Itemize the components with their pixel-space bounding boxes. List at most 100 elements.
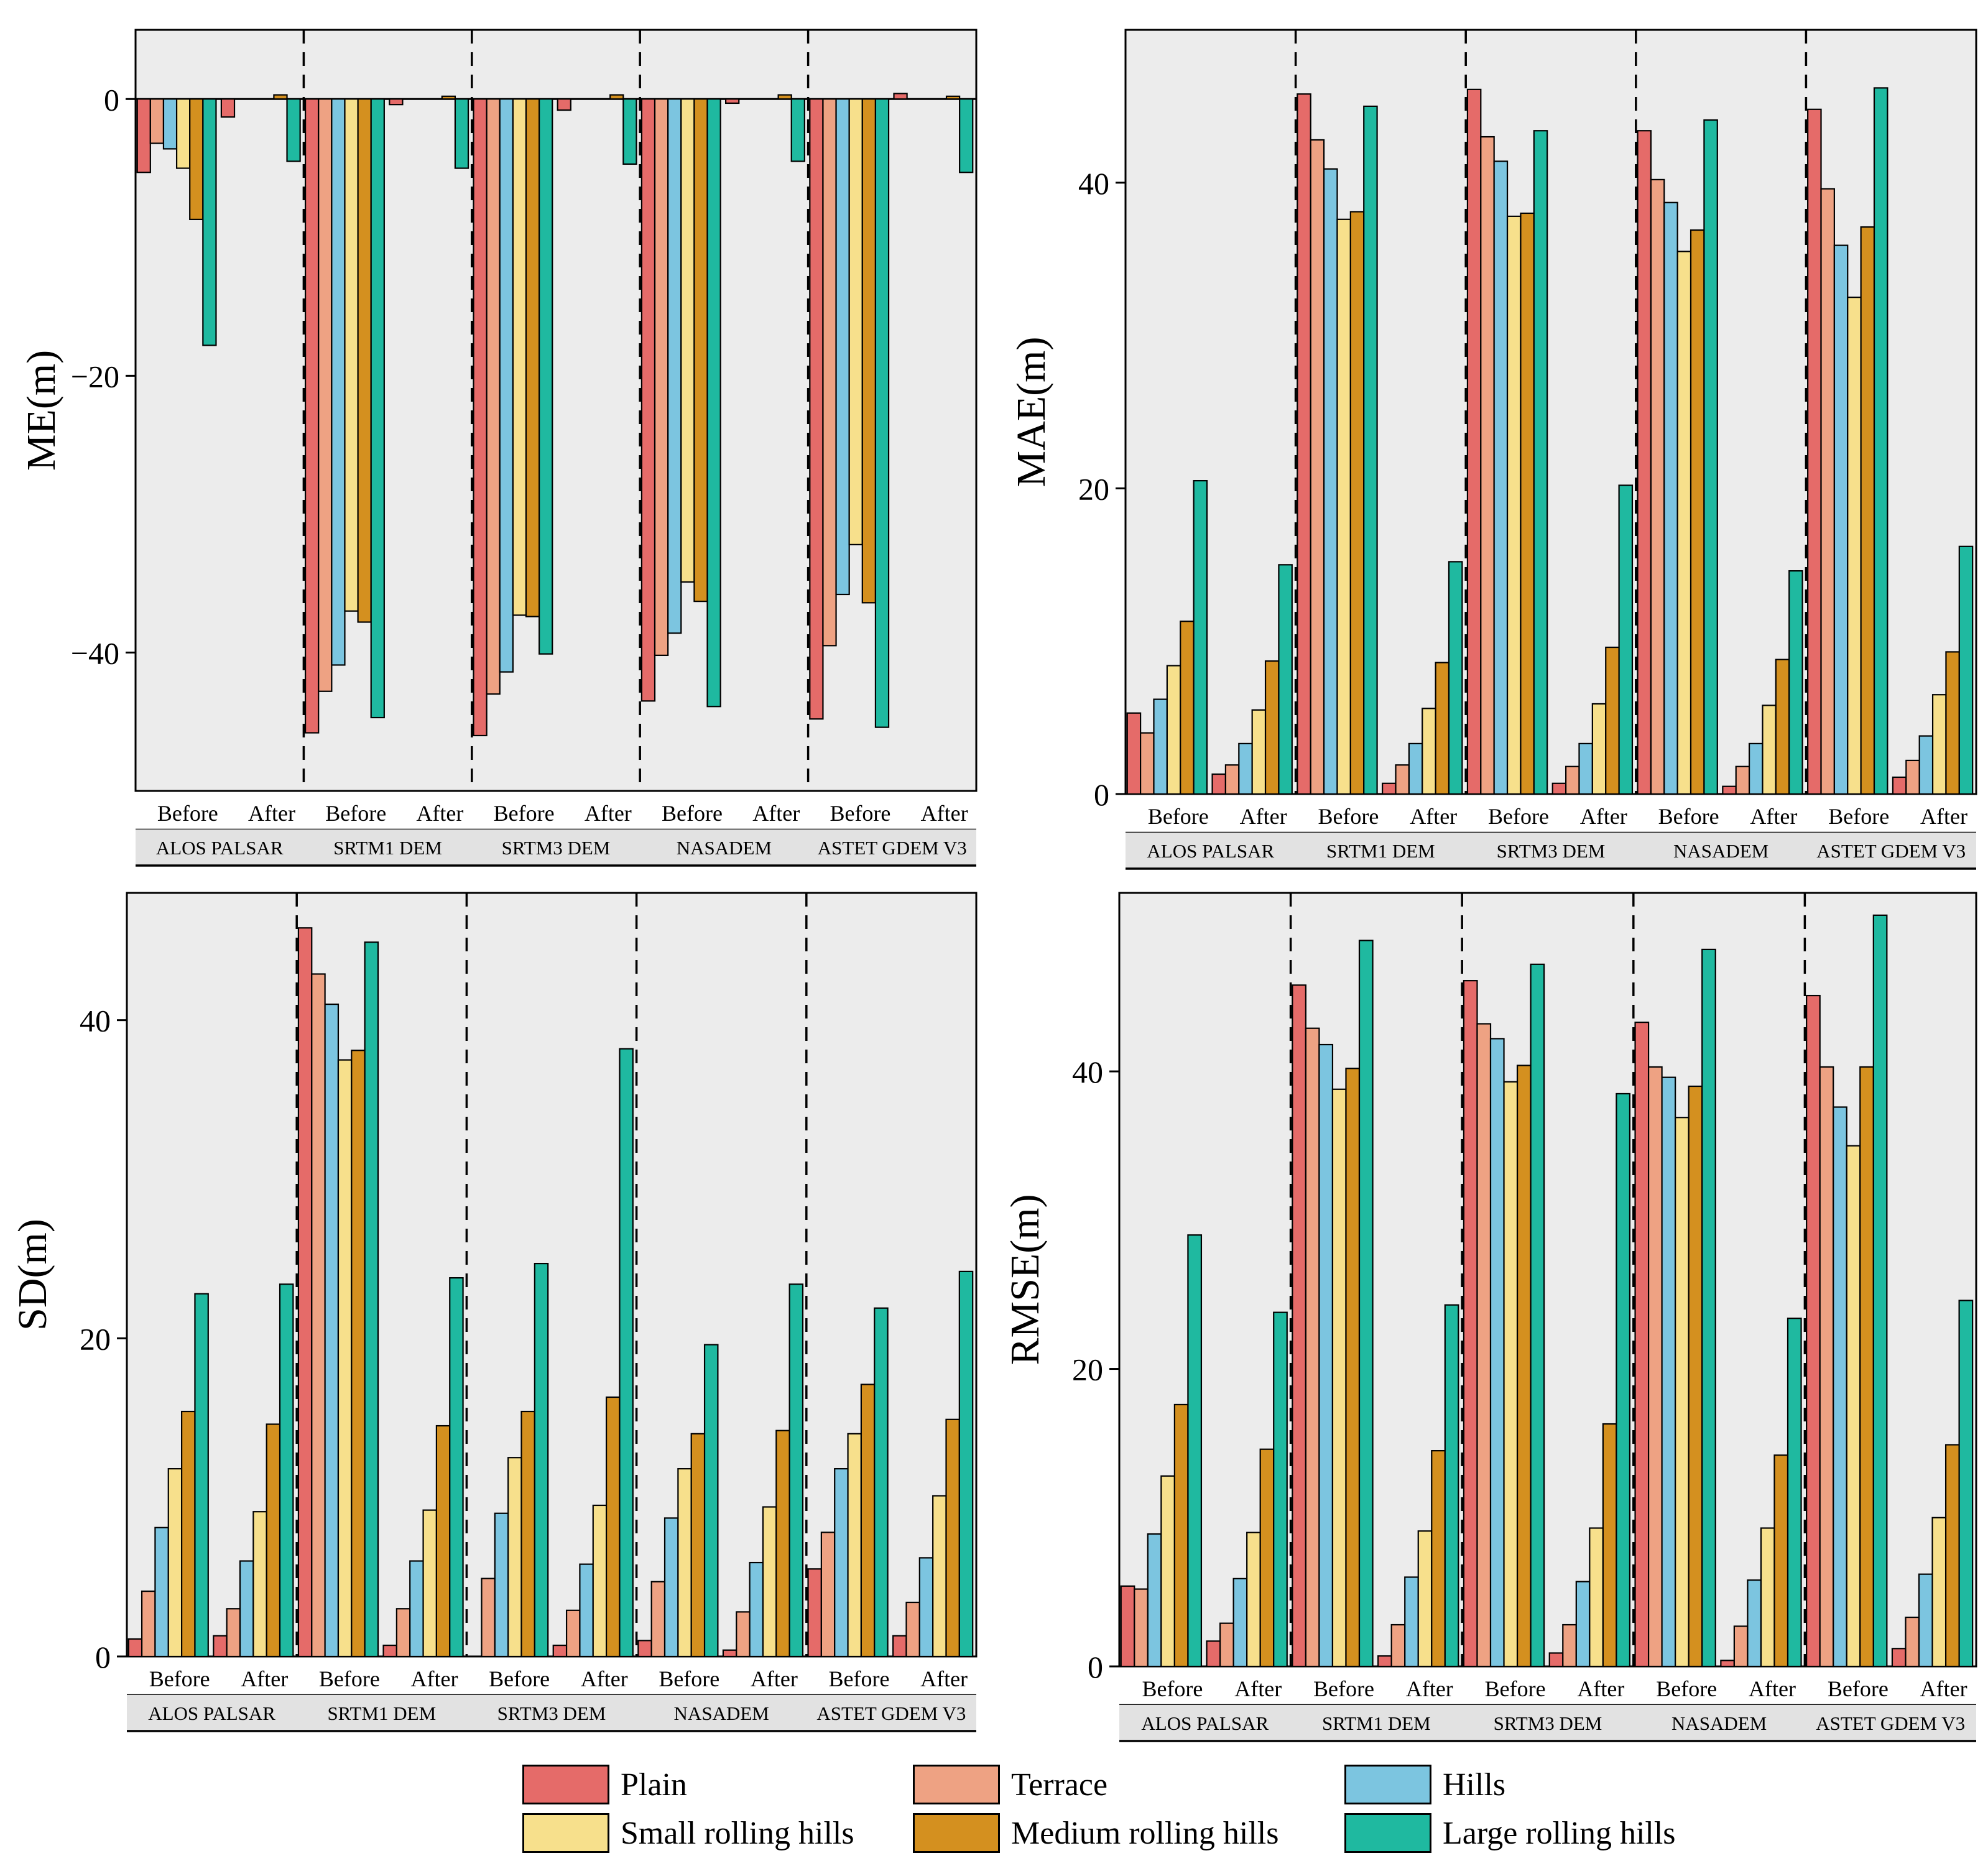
bar — [1331, 1088, 1347, 1668]
legend-label-plain: Plain — [621, 1767, 687, 1803]
y-tick-label: −20 — [71, 359, 119, 394]
bar — [1747, 1579, 1762, 1668]
bar — [494, 1512, 509, 1658]
bar — [1345, 1068, 1361, 1668]
x-inner-label: Before — [149, 1666, 210, 1691]
x-inner-label: After — [416, 801, 463, 826]
bar — [861, 98, 877, 604]
y-tick-label: 40 — [1072, 1055, 1103, 1089]
x-inner-label: After — [1750, 804, 1797, 829]
x-group-label: ASTET GDEM V3 — [816, 1702, 966, 1724]
bar — [136, 98, 151, 173]
x-inner-label: Before — [1488, 804, 1549, 829]
bar — [1382, 782, 1397, 795]
bar — [788, 1283, 804, 1658]
legend-item-large-rolling-hills: Large rolling hills — [1344, 1813, 1676, 1853]
y-tick-label: 20 — [1072, 1352, 1103, 1387]
y-tick-label: 20 — [1078, 471, 1109, 506]
bar — [1153, 698, 1168, 795]
bar — [1575, 1581, 1591, 1668]
x-inner-label: After — [1240, 804, 1287, 829]
bar — [762, 1506, 777, 1658]
x-inner-label: Before — [1318, 804, 1379, 829]
x-inner-label: Before — [1142, 1676, 1203, 1701]
x-inner-label: After — [1580, 804, 1627, 829]
bar — [1120, 1585, 1135, 1668]
x-group-label: NASADEM — [1671, 1712, 1767, 1734]
y-tick-label: 20 — [80, 1321, 111, 1356]
x-group-label: SRTM1 DEM — [327, 1702, 436, 1724]
bar — [331, 98, 346, 666]
bar — [1663, 201, 1678, 795]
bar — [1762, 704, 1777, 795]
bar — [722, 1649, 737, 1658]
bar — [790, 98, 805, 162]
bar — [1892, 776, 1907, 795]
x-inner-label: Before — [157, 801, 218, 826]
panel-mae: 0 20 40 MAE(m) Before After Before After Before A… — [1009, 29, 1977, 870]
bar — [1562, 1624, 1577, 1668]
bar — [1958, 1300, 1974, 1668]
bar — [820, 1531, 836, 1658]
bar — [1748, 742, 1764, 795]
bar — [473, 98, 488, 737]
y-tick-label: 0 — [104, 82, 119, 117]
y-axis-label: MAE(m) — [1009, 337, 1054, 487]
bar — [1390, 1624, 1406, 1668]
bar — [834, 1468, 849, 1658]
x-inner-label: Before — [319, 1666, 380, 1691]
legend-item-medium-rolling-hills: Medium rolling hills — [913, 1813, 1278, 1853]
bar — [1516, 1065, 1532, 1668]
bar — [1591, 703, 1607, 795]
bar — [1408, 742, 1423, 795]
bar — [1578, 742, 1593, 795]
x-group-label: ALOS PALSAR — [148, 1702, 275, 1724]
bar — [945, 1418, 960, 1658]
bar — [435, 1425, 451, 1658]
x-group-band — [127, 1695, 976, 1731]
legend-swatch-plain — [522, 1765, 609, 1804]
x-inner-label: After — [581, 1666, 628, 1691]
bar — [1435, 662, 1450, 795]
bar — [706, 98, 721, 708]
x-group-label: ALOS PALSAR — [156, 837, 284, 859]
bar — [1760, 1527, 1775, 1668]
y-axis-label: RMSE(m) — [1002, 1194, 1048, 1365]
bar — [449, 1277, 464, 1658]
bar — [1773, 1454, 1789, 1668]
bar — [1211, 773, 1227, 795]
bar — [1358, 940, 1374, 1668]
bar — [525, 98, 540, 617]
bar — [213, 1635, 228, 1658]
bar — [382, 1644, 397, 1658]
bar — [1647, 1066, 1663, 1668]
bar — [1675, 1117, 1690, 1668]
x-inner-label: After — [1234, 1676, 1282, 1701]
bar — [1126, 712, 1142, 795]
bar — [847, 1433, 862, 1658]
y-tick-label: −40 — [71, 635, 119, 670]
x-inner-label: After — [241, 1666, 288, 1691]
bar — [667, 98, 682, 634]
bar — [892, 1635, 907, 1658]
x-inner-label: Before — [829, 1666, 890, 1691]
legend-item-hills: Hills — [1344, 1765, 1505, 1804]
bar — [318, 98, 333, 692]
bar — [1180, 621, 1195, 795]
bar — [194, 1293, 209, 1658]
x-inner-label: After — [1920, 804, 1967, 829]
bar — [1404, 1576, 1419, 1668]
bar — [1548, 1652, 1564, 1668]
bar — [189, 98, 204, 220]
bar — [835, 98, 850, 596]
bar — [1238, 742, 1253, 795]
panel-me: 0 −20 −40 ME(m) Before After Before After Before… — [19, 29, 978, 867]
bar — [279, 1283, 294, 1658]
y-axis-label: SD(m) — [10, 1219, 55, 1331]
bar — [266, 1423, 281, 1658]
bar — [1847, 297, 1862, 795]
x-inner-label: After — [1920, 1676, 1967, 1701]
bar — [1463, 980, 1478, 1668]
